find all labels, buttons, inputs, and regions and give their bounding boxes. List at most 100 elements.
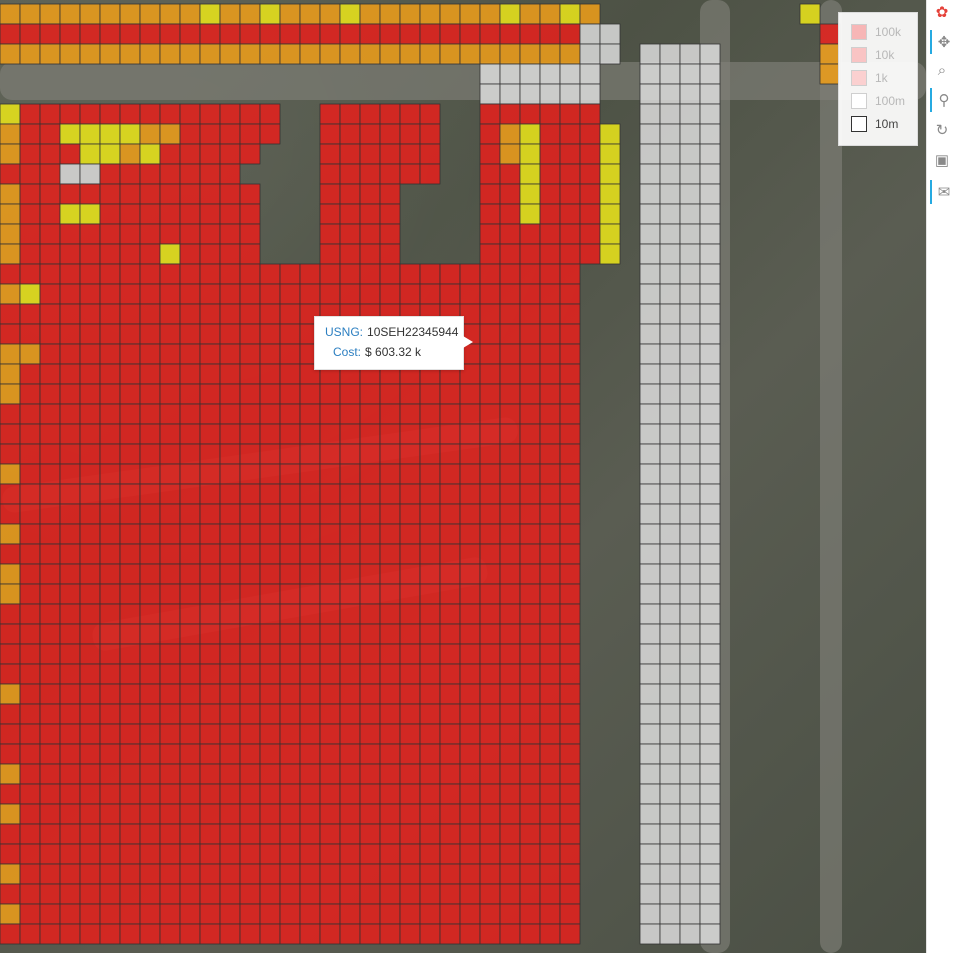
- grid-cell[interactable]: [359, 763, 381, 785]
- grid-cell[interactable]: [239, 303, 261, 325]
- grid-cell[interactable]: [119, 543, 141, 565]
- grid-cell[interactable]: [139, 583, 161, 605]
- grid-cell[interactable]: [119, 923, 141, 945]
- grid-cell[interactable]: [359, 203, 381, 225]
- grid-cell[interactable]: [39, 883, 61, 905]
- grid-cell[interactable]: [259, 503, 281, 525]
- grid-cell[interactable]: [479, 763, 501, 785]
- grid-cell[interactable]: [419, 43, 441, 65]
- grid-cell[interactable]: [459, 883, 481, 905]
- grid-cell[interactable]: [379, 203, 401, 225]
- grid-cell[interactable]: [519, 3, 541, 25]
- grid-cell[interactable]: [439, 823, 461, 845]
- grid-cell[interactable]: [519, 143, 541, 165]
- grid-cell[interactable]: [479, 283, 501, 305]
- grid-cell[interactable]: [499, 403, 521, 425]
- grid-cell[interactable]: [379, 563, 401, 585]
- grid-cell[interactable]: [239, 3, 261, 25]
- grid-cell[interactable]: [679, 503, 701, 525]
- grid-cell[interactable]: [159, 383, 181, 405]
- grid-cell[interactable]: [219, 103, 241, 125]
- grid-cell[interactable]: [279, 763, 301, 785]
- grid-cell[interactable]: [299, 283, 321, 305]
- grid-cell[interactable]: [19, 803, 41, 825]
- grid-cell[interactable]: [319, 703, 341, 725]
- grid-cell[interactable]: [219, 383, 241, 405]
- grid-cell[interactable]: [239, 723, 261, 745]
- grid-cell[interactable]: [99, 263, 121, 285]
- grid-cell[interactable]: [599, 43, 621, 65]
- grid-cell[interactable]: [0, 323, 21, 345]
- grid-cell[interactable]: [59, 903, 81, 925]
- grid-cell[interactable]: [599, 143, 621, 165]
- grid-cell[interactable]: [419, 263, 441, 285]
- grid-cell[interactable]: [539, 823, 561, 845]
- grid-cell[interactable]: [659, 703, 681, 725]
- grid-cell[interactable]: [399, 523, 421, 545]
- grid-cell[interactable]: [79, 883, 101, 905]
- grid-cell[interactable]: [479, 783, 501, 805]
- grid-cell[interactable]: [199, 443, 221, 465]
- grid-cell[interactable]: [699, 783, 721, 805]
- grid-cell[interactable]: [259, 323, 281, 345]
- grid-cell[interactable]: [19, 583, 41, 605]
- grid-cell[interactable]: [99, 403, 121, 425]
- grid-cell[interactable]: [19, 243, 41, 265]
- grid-cell[interactable]: [539, 343, 561, 365]
- grid-cell[interactable]: [699, 723, 721, 745]
- grid-cell[interactable]: [39, 763, 61, 785]
- grid-cell[interactable]: [179, 683, 201, 705]
- grid-cell[interactable]: [479, 323, 501, 345]
- grid-cell[interactable]: [479, 583, 501, 605]
- grid-cell[interactable]: [359, 623, 381, 645]
- grid-cell[interactable]: [279, 703, 301, 725]
- grid-cell[interactable]: [819, 63, 841, 85]
- grid-cell[interactable]: [39, 903, 61, 925]
- grid-cell[interactable]: [559, 303, 581, 325]
- grid-cell[interactable]: [519, 763, 541, 785]
- grid-cell[interactable]: [159, 523, 181, 545]
- grid-cell[interactable]: [119, 523, 141, 545]
- grid-cell[interactable]: [499, 83, 521, 105]
- grid-cell[interactable]: [539, 283, 561, 305]
- grid-cell[interactable]: [279, 843, 301, 865]
- grid-cell[interactable]: [439, 643, 461, 665]
- grid-cell[interactable]: [639, 923, 661, 945]
- grid-cell[interactable]: [639, 583, 661, 605]
- grid-cell[interactable]: [399, 843, 421, 865]
- grid-cell[interactable]: [419, 883, 441, 905]
- grid-cell[interactable]: [219, 263, 241, 285]
- grid-cell[interactable]: [239, 903, 261, 925]
- grid-cell[interactable]: [119, 483, 141, 505]
- grid-cell[interactable]: [219, 603, 241, 625]
- grid-cell[interactable]: [139, 503, 161, 525]
- grid-cell[interactable]: [39, 223, 61, 245]
- grid-cell[interactable]: [259, 803, 281, 825]
- grid-cell[interactable]: [539, 243, 561, 265]
- grid-cell[interactable]: [699, 683, 721, 705]
- grid-cell[interactable]: [199, 823, 221, 845]
- grid-cell[interactable]: [499, 163, 521, 185]
- hover-icon[interactable]: ✉: [930, 180, 956, 204]
- grid-cell[interactable]: [419, 683, 441, 705]
- grid-cell[interactable]: [159, 323, 181, 345]
- grid-cell[interactable]: [659, 43, 681, 65]
- grid-cell[interactable]: [559, 243, 581, 265]
- grid-cell[interactable]: [479, 523, 501, 545]
- grid-cell[interactable]: [679, 663, 701, 685]
- grid-cell[interactable]: [179, 863, 201, 885]
- grid-cell[interactable]: [499, 703, 521, 725]
- grid-cell[interactable]: [499, 503, 521, 525]
- grid-cell[interactable]: [239, 43, 261, 65]
- grid-cell[interactable]: [119, 223, 141, 245]
- grid-cell[interactable]: [539, 383, 561, 405]
- grid-cell[interactable]: [139, 383, 161, 405]
- grid-cell[interactable]: [239, 803, 261, 825]
- grid-cell[interactable]: [439, 283, 461, 305]
- grid-cell[interactable]: [519, 183, 541, 205]
- grid-cell[interactable]: [639, 143, 661, 165]
- grid-cell[interactable]: [0, 583, 21, 605]
- grid-cell[interactable]: [399, 623, 421, 645]
- grid-cell[interactable]: [559, 43, 581, 65]
- grid-cell[interactable]: [539, 223, 561, 245]
